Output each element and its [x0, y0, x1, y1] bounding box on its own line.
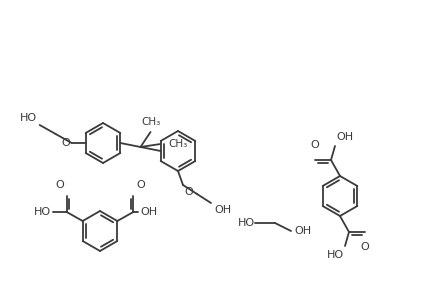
Text: O: O — [361, 242, 369, 252]
Text: O: O — [184, 187, 193, 197]
Text: HO: HO — [20, 113, 37, 123]
Text: HO: HO — [238, 218, 255, 228]
Text: O: O — [55, 180, 64, 190]
Text: OH: OH — [294, 226, 311, 236]
Text: CH₃: CH₃ — [142, 117, 161, 127]
Text: O: O — [136, 180, 145, 190]
Text: HO: HO — [327, 250, 344, 260]
Text: O: O — [61, 138, 70, 148]
Text: CH₃: CH₃ — [168, 139, 188, 149]
Text: OH: OH — [140, 207, 158, 217]
Text: O: O — [311, 140, 319, 150]
Text: HO: HO — [33, 207, 51, 217]
Text: OH: OH — [336, 132, 353, 142]
Text: OH: OH — [214, 205, 231, 215]
